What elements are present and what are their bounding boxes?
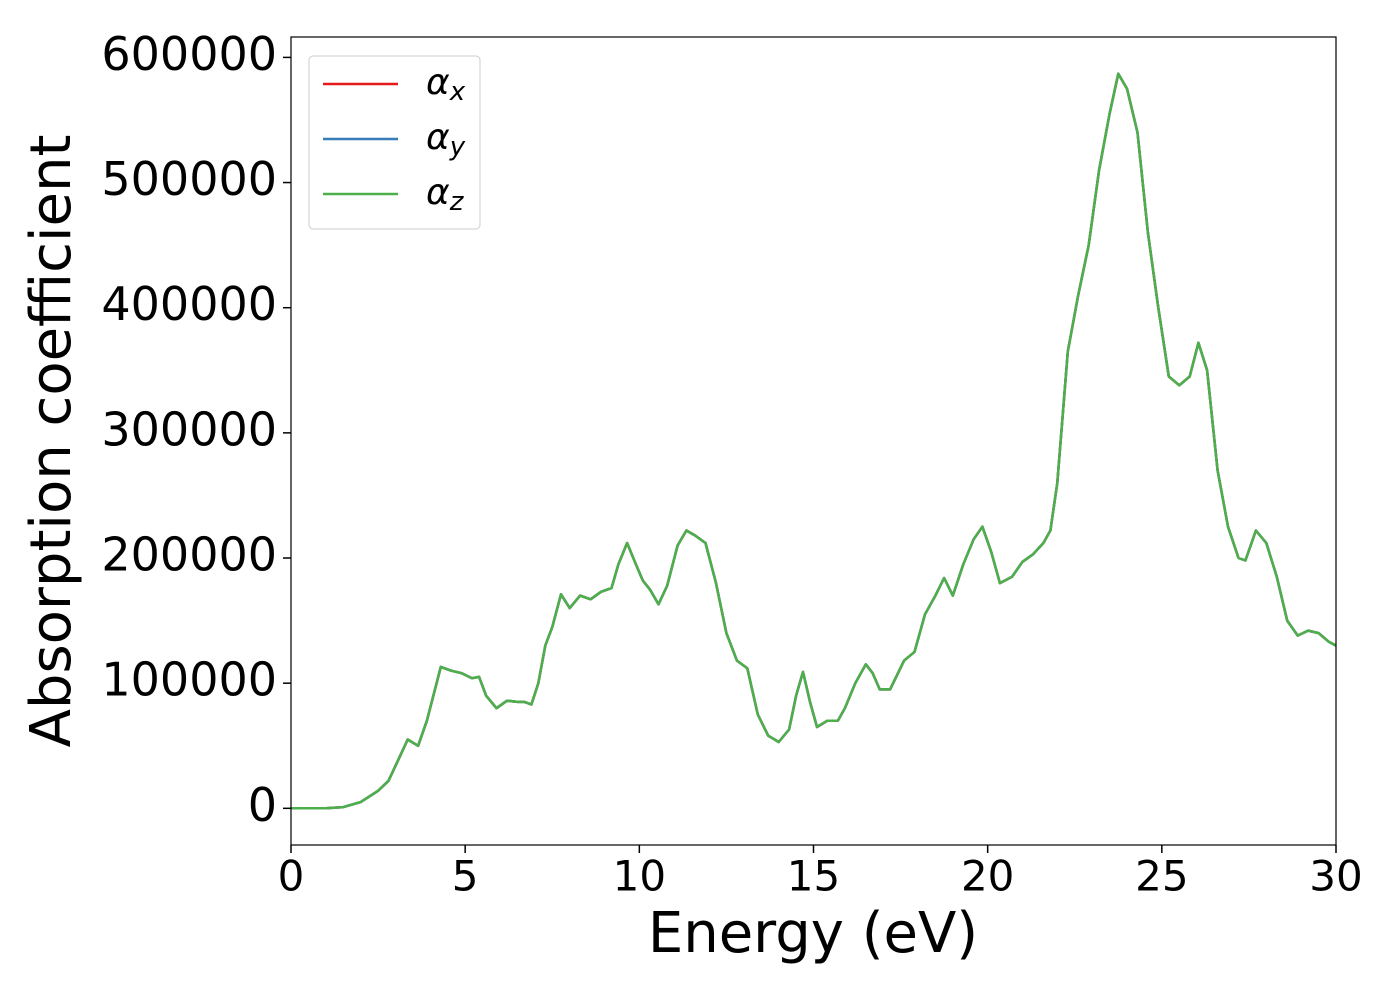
y-tick-label: 100000 xyxy=(101,653,277,707)
legend: αx αy αz xyxy=(308,55,481,230)
y-tick-label: 400000 xyxy=(101,277,277,331)
y-tick-label: 300000 xyxy=(101,402,277,456)
x-tick-label: 5 xyxy=(452,852,479,901)
x-axis-label: Energy (eV) xyxy=(648,901,978,966)
legend-label: αz xyxy=(426,172,465,217)
y-tick-label: 200000 xyxy=(101,528,277,582)
legend-label: αx xyxy=(426,62,466,107)
y-tick-label: 500000 xyxy=(101,152,277,206)
x-tick-label: 25 xyxy=(1135,852,1188,901)
y-axis-label: Absorption coefficient xyxy=(19,135,84,748)
x-tick-label: 20 xyxy=(961,852,1014,901)
line-series xyxy=(291,72,1336,810)
legend-box xyxy=(308,55,481,230)
x-tick-label: 15 xyxy=(787,852,840,901)
y-tick-label: 0 xyxy=(248,778,277,832)
x-tick-label: 30 xyxy=(1309,852,1362,901)
y-tick-label: 600000 xyxy=(101,27,277,81)
plot-frame xyxy=(290,36,1337,846)
x-tick-label: 0 xyxy=(278,852,305,901)
x-tick-label: 10 xyxy=(613,852,666,901)
legend-label: αy xyxy=(426,117,466,162)
